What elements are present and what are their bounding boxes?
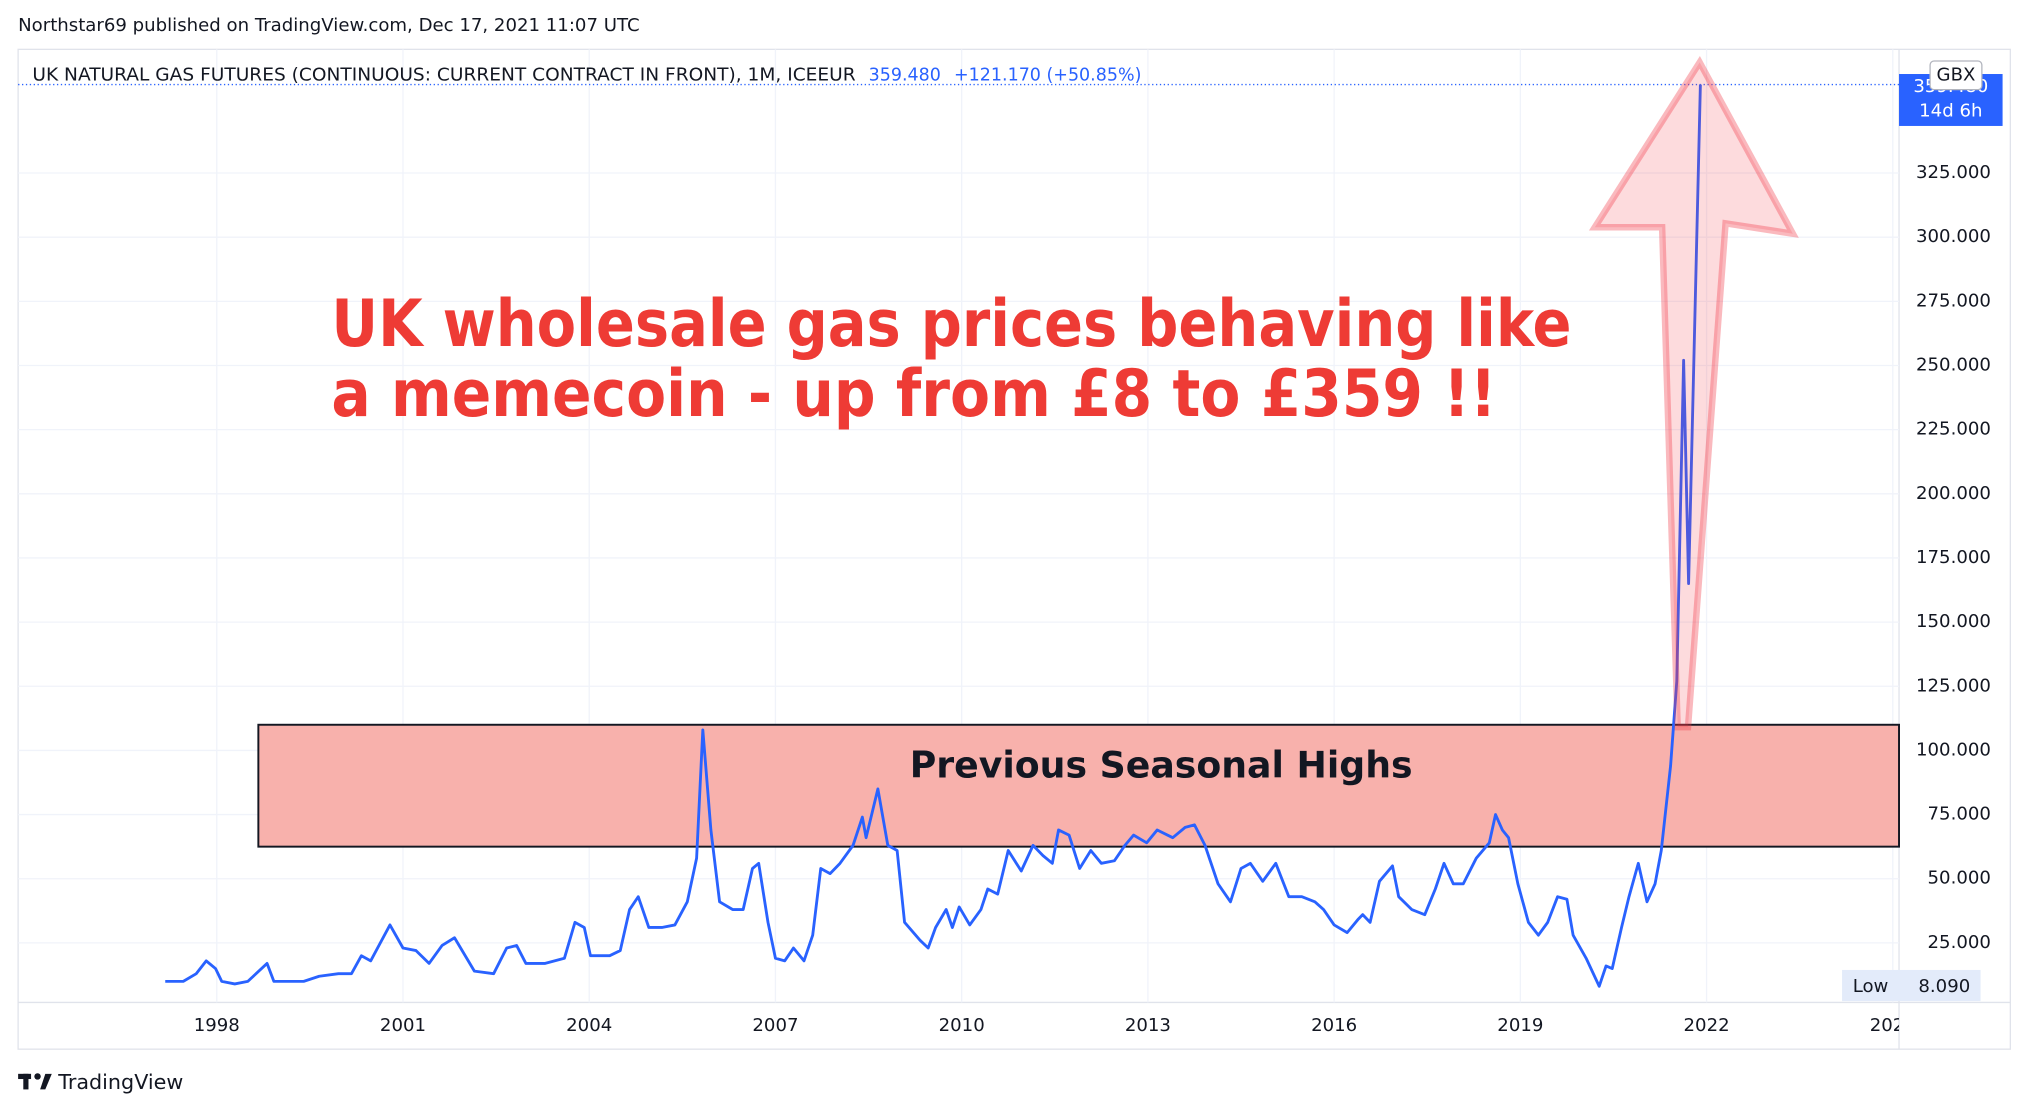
grid: 25.000 50.000 75.000 100.000 125.000 150.000 1…	[18, 49, 1991, 1036]
currency: GBX	[1937, 64, 1976, 85]
tv-logo	[18, 1073, 52, 1090]
y-tick-label: 175.000	[1916, 547, 1991, 568]
x-tick-label: 1998	[194, 1015, 240, 1036]
low-label: Low	[1853, 976, 1889, 997]
x-tick-label: 2022	[1684, 1015, 1730, 1036]
annotation-line: a memecoin - up from £8 to £359 !!	[331, 357, 1496, 432]
price-line	[165, 84, 1702, 988]
low-badge	[1842, 969, 1981, 1002]
low-value: 8.090	[1918, 976, 1970, 997]
y-tick-label: 150.000	[1916, 611, 1991, 632]
x-tick-label: 2019	[1497, 1015, 1543, 1036]
x-tick-label: 2001	[380, 1015, 426, 1036]
x-tick-label: 2004	[566, 1015, 612, 1036]
y-tick-label: 300.000	[1916, 226, 1991, 247]
y-tick-label: 325.000	[1916, 162, 1991, 183]
plot: Previous Seasonal Highs	[18, 83, 1900, 988]
currency-badge[interactable]	[1929, 60, 1983, 91]
x-tick-label: 2010	[939, 1015, 985, 1036]
footer-brand: TradingView	[57, 1070, 183, 1094]
price-tag-countdown: 14d 6h	[1919, 101, 1982, 122]
chart-frame	[17, 48, 2011, 1050]
published-note: Northstar69 published on TradingView.com…	[18, 15, 640, 36]
y-tick-label: 125.000	[1916, 675, 1991, 696]
price-change: +121.170 (+50.85%)	[954, 65, 1141, 85]
last-price: 359.480	[869, 65, 941, 85]
annotation-line: UK wholesale gas prices behaving like	[331, 287, 1571, 362]
x-axis-labels: 1998 2001 2004 2007 2010 2013 2016 2019 2022 2025	[194, 1015, 1916, 1036]
y-tick-label: 100.000	[1916, 739, 1991, 760]
seasonal-highs-zone	[257, 723, 1900, 848]
y-tick-label: 275.000	[1916, 290, 1991, 311]
y-tick-label: 25.000	[1928, 932, 1991, 953]
x-tick-label: 2013	[1125, 1015, 1171, 1036]
x-tick-label: 2007	[752, 1015, 798, 1036]
zone-label: Previous Seasonal Highs	[910, 743, 1413, 786]
x-tick-label: 2025	[1870, 1015, 1916, 1036]
y-tick-label: 200.000	[1916, 483, 1991, 504]
x-tick-label: 2016	[1311, 1015, 1357, 1036]
y-tick-label: 75.000	[1928, 804, 1991, 825]
y-tick-label: 225.000	[1916, 419, 1991, 440]
symbol-title: UK NATURAL GAS FUTURES (CONTINUOUS: CURR…	[32, 65, 855, 85]
y-tick-label: 250.000	[1916, 354, 1991, 375]
y-tick-label: 50.000	[1928, 868, 1991, 889]
arrow	[1588, 55, 1799, 731]
